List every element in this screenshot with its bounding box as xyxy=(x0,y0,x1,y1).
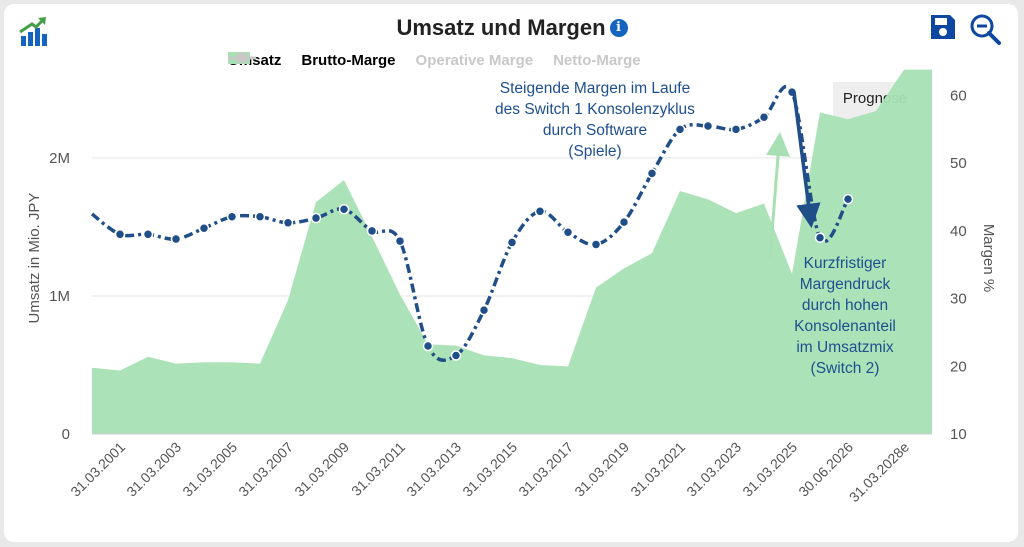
brutto-marge-point xyxy=(282,217,294,229)
annotation-line: (Switch 2) xyxy=(810,360,880,377)
brutto-marge-point xyxy=(646,168,658,179)
y-tick-label: 2M xyxy=(49,150,70,167)
area-umsatz xyxy=(92,69,932,434)
x-tick-label: 31.03.2021 xyxy=(627,439,688,500)
y-tick-label: 0 xyxy=(62,426,70,443)
legend-item-brutto-marge[interactable]: Brutto-Marge xyxy=(228,52,396,69)
brutto-marge-point xyxy=(506,237,518,248)
legend-label: Netto-Marge xyxy=(553,52,641,69)
annotation-line: durch hohen xyxy=(801,297,889,314)
y2-tick-label: 10 xyxy=(950,426,967,443)
x-tick-label: 31.03.2015 xyxy=(459,439,520,500)
brutto-marge-point xyxy=(590,239,602,250)
annotation-line: Kurzfristiger xyxy=(803,255,887,272)
legend-item-netto-marge[interactable]: Netto-Marge xyxy=(228,52,641,69)
x-tick-label: 31.03.2011 xyxy=(348,439,408,499)
brutto-marge-point xyxy=(814,232,826,243)
brutto-marge-point xyxy=(618,216,630,228)
x-tick-label: 31.03.2007 xyxy=(235,439,296,500)
legend-line-swatch xyxy=(228,53,256,63)
legend-item-operative-marge[interactable]: Operative Marge xyxy=(228,52,534,69)
annotation-line: des Switch 1 Konsolenzyklus xyxy=(495,101,695,118)
area-layer xyxy=(92,69,932,434)
annotation-line: durch Software xyxy=(542,122,648,139)
brutto-marge-point xyxy=(170,233,182,245)
brutto-marge-point xyxy=(226,211,238,222)
brutto-marge-point xyxy=(730,124,742,135)
brutto-marge-point xyxy=(674,124,686,135)
y2-tick-label: 20 xyxy=(950,358,967,375)
x-tick-label: 31.03.2025 xyxy=(739,439,800,500)
brutto-marge-point xyxy=(422,340,434,352)
brutto-marge-point xyxy=(450,350,462,361)
x-tick-label: 31.03.2003 xyxy=(123,439,184,500)
line-brutto-marge xyxy=(90,84,850,362)
brutto-marge-point xyxy=(842,193,854,205)
brutto-marge-point xyxy=(366,225,378,237)
annotation-line: Margendruck xyxy=(799,276,891,293)
chart-legend: Umsatz Brutto-Marge Operative Marge Nett… xyxy=(228,52,641,69)
brutto-marge-point xyxy=(758,111,770,123)
y2-tick-label: 50 xyxy=(950,155,967,172)
annotation-bottom: Kurzfristiger Margendruck durch hohen Ko… xyxy=(770,253,920,379)
brutto-marge-point xyxy=(534,206,546,217)
x-tick-label: 31.03.2001 xyxy=(67,439,128,500)
y-axis-label: Umsatz in Mio. JPY xyxy=(26,193,43,324)
brutto-marge-point xyxy=(394,235,406,247)
x-tick-label: 30.06.2026 xyxy=(795,439,856,500)
arrow-down xyxy=(792,91,821,229)
brutto-marge-point xyxy=(254,211,266,222)
brutto-marge-point xyxy=(562,227,574,238)
legend-label: Brutto-Marge xyxy=(301,52,396,69)
y2-axis-label: Margen % xyxy=(980,224,997,292)
x-tick-label: 31.03.2023 xyxy=(683,439,744,500)
info-icon[interactable]: i xyxy=(609,19,628,38)
x-tick-label: 31.03.2013 xyxy=(403,439,464,500)
y-tick-label: 1M xyxy=(49,288,70,305)
legend-label: Operative Marge xyxy=(415,52,534,69)
x-tick-label: 31.03.2017 xyxy=(515,439,576,500)
y2-tick-label: 60 xyxy=(950,88,967,105)
annotation-arrows xyxy=(766,91,821,259)
brutto-marge-point xyxy=(198,222,210,234)
annotation-line: (Spiele) xyxy=(568,143,622,160)
annotation-line: im Umsatzmix xyxy=(796,339,894,356)
annotation-line: Konsolenanteil xyxy=(794,318,896,335)
arrow-up xyxy=(766,132,791,259)
chart-title-wrap: Umsatz und Margen i xyxy=(0,14,1024,41)
brutto-marge-point xyxy=(310,212,322,224)
chart-title: Umsatz und Margen xyxy=(396,15,606,41)
brutto-marge-point xyxy=(142,229,154,240)
annotation-top: Steigende Margen im Laufe des Switch 1 K… xyxy=(470,78,720,162)
annotation-line: Steigende Margen im Laufe xyxy=(499,80,691,97)
y2-tick-label: 40 xyxy=(950,223,967,240)
x-tick-label: 31.03.2019 xyxy=(571,439,632,500)
x-tick-label: 31.03.2028e xyxy=(846,439,913,506)
line-layer xyxy=(90,84,854,362)
y2-tick-label: 30 xyxy=(950,291,967,308)
brutto-marge-point xyxy=(702,120,714,132)
brutto-marge-point xyxy=(114,229,126,240)
brutto-marge-point xyxy=(478,304,490,316)
brutto-marge-point xyxy=(338,204,350,215)
x-tick-label: 31.03.2009 xyxy=(291,439,352,500)
x-tick-label: 31.03.2005 xyxy=(179,439,240,500)
